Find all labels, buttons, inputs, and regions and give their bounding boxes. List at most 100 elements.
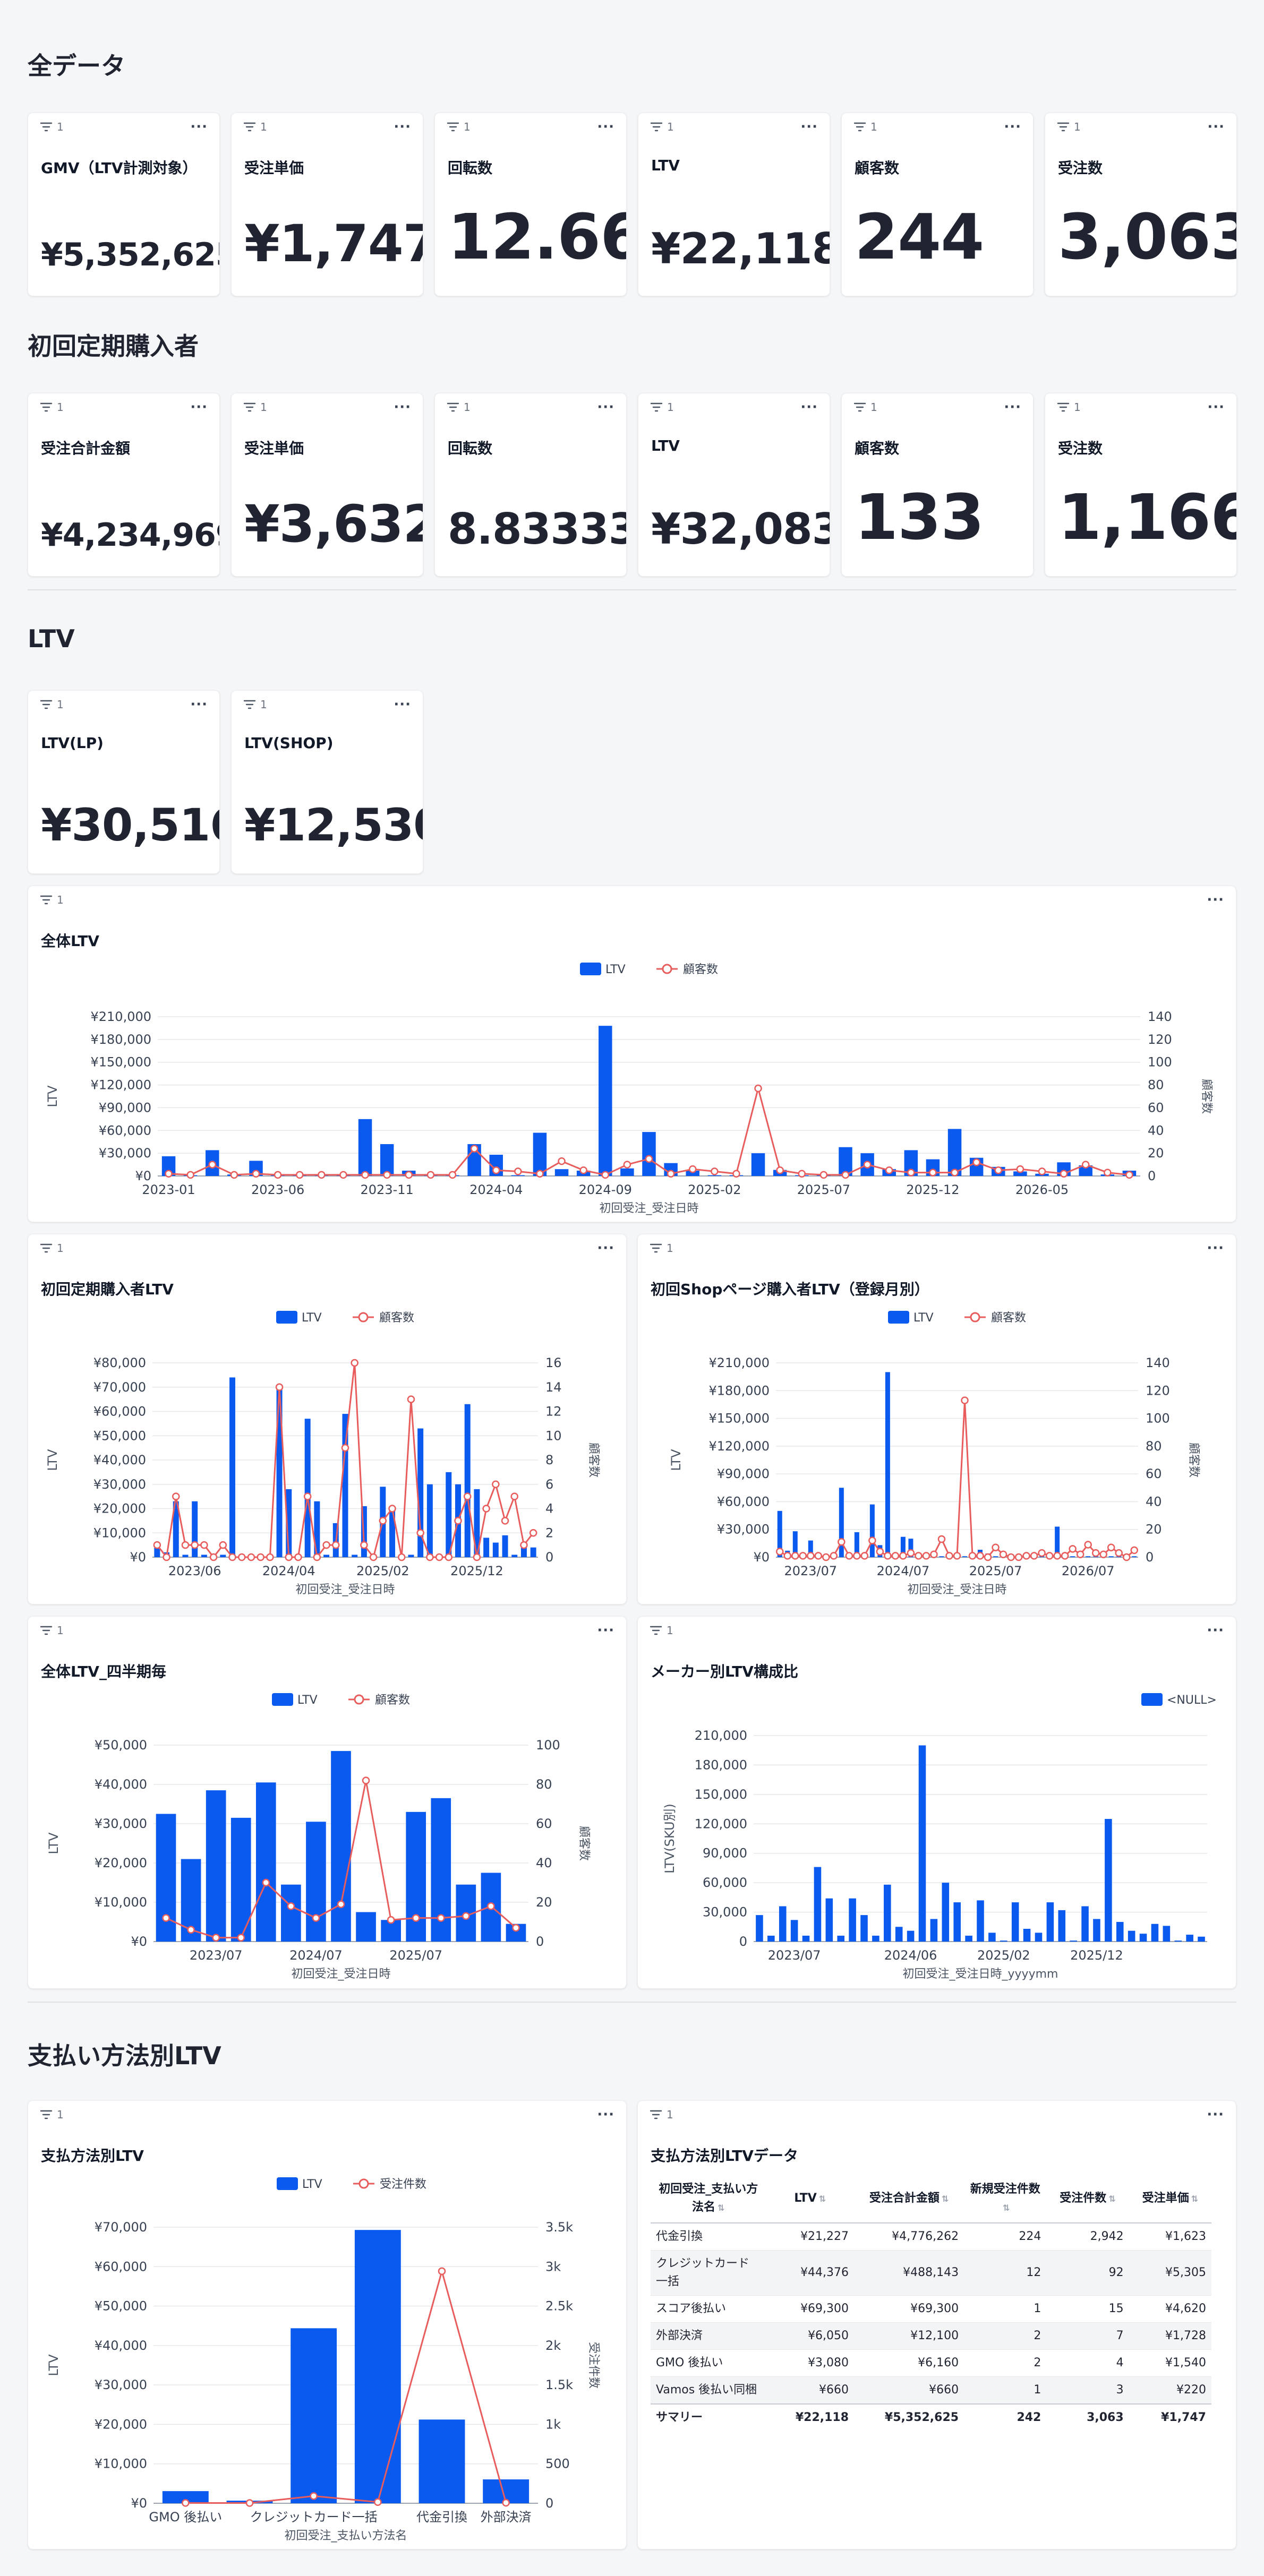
chart-point[interactable]	[208, 1161, 217, 1169]
chart-bar[interactable]	[885, 1372, 890, 1557]
chart-bar[interactable]	[993, 1556, 998, 1557]
chart-point[interactable]	[186, 1171, 194, 1179]
chart-bar[interactable]	[314, 1501, 320, 1557]
chart-point[interactable]	[885, 1166, 893, 1174]
chart-bar[interactable]	[1023, 1928, 1031, 1942]
chart-point[interactable]	[976, 1552, 984, 1560]
chart-point[interactable]	[819, 1171, 828, 1179]
chart-point[interactable]	[362, 1776, 370, 1784]
chart-bar[interactable]	[1079, 1165, 1092, 1176]
chart-bar[interactable]	[1058, 1910, 1066, 1942]
chart-point[interactable]	[448, 1171, 457, 1179]
chart-bar[interactable]	[918, 1745, 926, 1942]
chart-bar[interactable]	[154, 1542, 160, 1557]
chart-point[interactable]	[688, 1165, 697, 1173]
chart-point[interactable]	[172, 1492, 180, 1500]
chart-bar[interactable]	[286, 1489, 292, 1557]
table-row[interactable]: クレジットカード一括 ¥44,376 ¥488,143 12 92 ¥5,305	[651, 2250, 1211, 2296]
chart-bar[interactable]	[947, 1129, 962, 1176]
chart-bar[interactable]	[304, 1419, 311, 1557]
chart-bar[interactable]	[837, 1935, 845, 1942]
chart-bar[interactable]	[1151, 1924, 1159, 1942]
chart-point[interactable]	[332, 1541, 340, 1549]
more-menu-button[interactable]: ···	[800, 399, 818, 415]
chart-point[interactable]	[388, 1505, 396, 1513]
chart-bar[interactable]	[201, 1555, 207, 1557]
chart-point[interactable]	[337, 1900, 345, 1908]
chart-point[interactable]	[899, 1552, 907, 1560]
more-menu-button[interactable]: ···	[597, 399, 614, 415]
chart-point[interactable]	[1022, 1552, 1030, 1560]
chart-point[interactable]	[454, 1517, 462, 1525]
more-menu-button[interactable]: ···	[394, 119, 411, 135]
more-menu-button[interactable]: ···	[394, 697, 411, 712]
chart-bar[interactable]	[939, 1556, 944, 1557]
chart-point[interactable]	[303, 1492, 312, 1500]
chart-bar[interactable]	[276, 1385, 283, 1557]
chart-point[interactable]	[312, 1914, 320, 1922]
chart-point[interactable]	[841, 1171, 850, 1179]
chart-bar[interactable]	[1128, 1930, 1135, 1942]
chart-point[interactable]	[426, 1171, 435, 1179]
chart-bar[interactable]	[342, 1414, 348, 1557]
chart-point[interactable]	[1053, 1552, 1061, 1560]
chart-point[interactable]	[1060, 1170, 1068, 1178]
chart-bar[interactable]	[511, 1175, 525, 1176]
legend-label-line[interactable]: 顧客数	[379, 1311, 414, 1325]
chart-point[interactable]	[153, 1541, 161, 1549]
chart-bar[interactable]	[869, 1504, 875, 1557]
chart-point[interactable]	[536, 1170, 544, 1178]
chart-bar[interactable]	[182, 1555, 189, 1557]
sort-icon[interactable]: ⇅	[1191, 2194, 1199, 2204]
chart-bar[interactable]	[511, 1555, 518, 1557]
chart-point[interactable]	[407, 1395, 415, 1403]
chart-bar[interactable]	[977, 1900, 984, 1942]
chart-point[interactable]	[860, 1552, 869, 1560]
chart-bar[interactable]	[790, 1920, 798, 1942]
chart-point[interactable]	[463, 1492, 472, 1500]
sort-icon[interactable]: ⇅	[718, 2203, 725, 2213]
chart-bar[interactable]	[620, 1168, 634, 1176]
chart-point[interactable]	[191, 1541, 199, 1549]
chart-bar[interactable]	[907, 1930, 915, 1942]
chart-point[interactable]	[339, 1171, 347, 1179]
chart-point[interactable]	[470, 1145, 479, 1153]
more-menu-button[interactable]: ···	[1207, 2107, 1224, 2123]
chart-point[interactable]	[318, 1171, 326, 1179]
chart-point[interactable]	[1061, 1552, 1069, 1560]
more-menu-button[interactable]: ···	[1004, 399, 1021, 415]
chart-point[interactable]	[1030, 1552, 1038, 1560]
chart-bar[interactable]	[1108, 1556, 1114, 1557]
chart-bar[interactable]	[229, 1377, 236, 1557]
chart-point[interactable]	[863, 1161, 872, 1169]
chart-point[interactable]	[972, 1158, 980, 1166]
chart-bar[interactable]	[962, 1556, 968, 1557]
filter-indicator[interactable]: 1	[650, 121, 674, 133]
chart-bar[interactable]	[1163, 1926, 1171, 1942]
chart-point[interactable]	[212, 1934, 220, 1942]
col-header-unit-price[interactable]: 受注単価 ⇅	[1129, 2175, 1211, 2223]
chart-bar[interactable]	[1116, 1922, 1124, 1942]
chart-point[interactable]	[922, 1552, 930, 1560]
chart-point[interactable]	[322, 1541, 330, 1549]
filter-indicator[interactable]: 1	[650, 1242, 673, 1255]
chart-point[interactable]	[1014, 1553, 1023, 1561]
chart-bar[interactable]	[1000, 1940, 1007, 1942]
chart-bar[interactable]	[192, 1501, 198, 1557]
chart-point[interactable]	[776, 1548, 784, 1556]
chart-point[interactable]	[915, 1552, 923, 1560]
filter-indicator[interactable]: 1	[1057, 121, 1081, 133]
chart-point[interactable]	[992, 1543, 1000, 1551]
chart-bar[interactable]	[492, 1542, 499, 1557]
chart-bar[interactable]	[814, 1867, 822, 1942]
chart-bar[interactable]	[1198, 1936, 1205, 1942]
chart-point[interactable]	[492, 1166, 500, 1174]
legend-label-bar[interactable]: LTV	[605, 963, 626, 976]
chart-point[interactable]	[245, 2499, 254, 2507]
chart-point[interactable]	[791, 1552, 799, 1560]
filter-indicator[interactable]: 1	[40, 894, 64, 906]
chart-point[interactable]	[310, 2492, 318, 2500]
chart-bar[interactable]	[802, 1935, 810, 1942]
chart-point[interactable]	[445, 1553, 453, 1561]
legend-label-bar[interactable]: LTV	[302, 2178, 322, 2191]
